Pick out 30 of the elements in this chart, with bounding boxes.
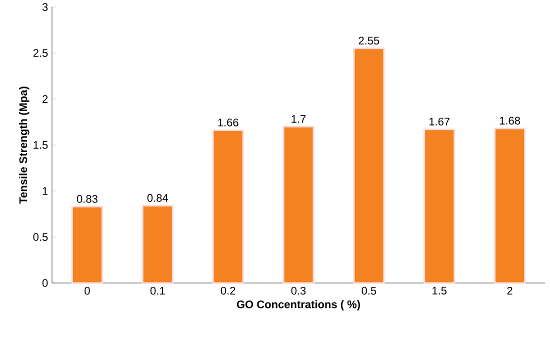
y-tick-label: 1.5 (34, 141, 48, 149)
bar (212, 130, 244, 284)
y-axis-title: Tensile Strength (Mpa) (19, 86, 30, 204)
x-tick-label: 0.2 (220, 286, 236, 295)
data-label: 1.66 (218, 118, 238, 126)
x-tick-label: 0.1 (150, 286, 165, 295)
bar (424, 128, 456, 284)
bar (282, 126, 314, 284)
data-label: 2.55 (358, 36, 380, 45)
data-label: 0.84 (147, 194, 168, 202)
data-label: 1.67 (430, 118, 450, 126)
data-label: 0.83 (76, 194, 98, 203)
bar (142, 204, 174, 284)
y-tick-label: 3 (42, 3, 48, 11)
bar (353, 48, 385, 284)
bar (494, 128, 526, 284)
x-tick-label: 0 (84, 286, 90, 295)
y-tick-label: 1 (42, 187, 48, 195)
x-tick-label: 2 (507, 286, 512, 295)
y-tick-label: 2.5 (33, 49, 48, 57)
data-label: 1.7 (292, 115, 306, 123)
y-tick-label: 0.5 (33, 233, 48, 241)
x-tick-label: 0.3 (291, 286, 306, 295)
x-tick-label: 1.5 (432, 286, 447, 295)
x-axis-title: GO Concentrations ( %) (236, 300, 360, 310)
data-label: 1.68 (500, 116, 520, 125)
bar (71, 206, 103, 284)
y-tick-label: 2 (42, 95, 48, 103)
y-tick-label: 0 (42, 279, 48, 287)
x-tick-label: 0.5 (362, 286, 376, 295)
